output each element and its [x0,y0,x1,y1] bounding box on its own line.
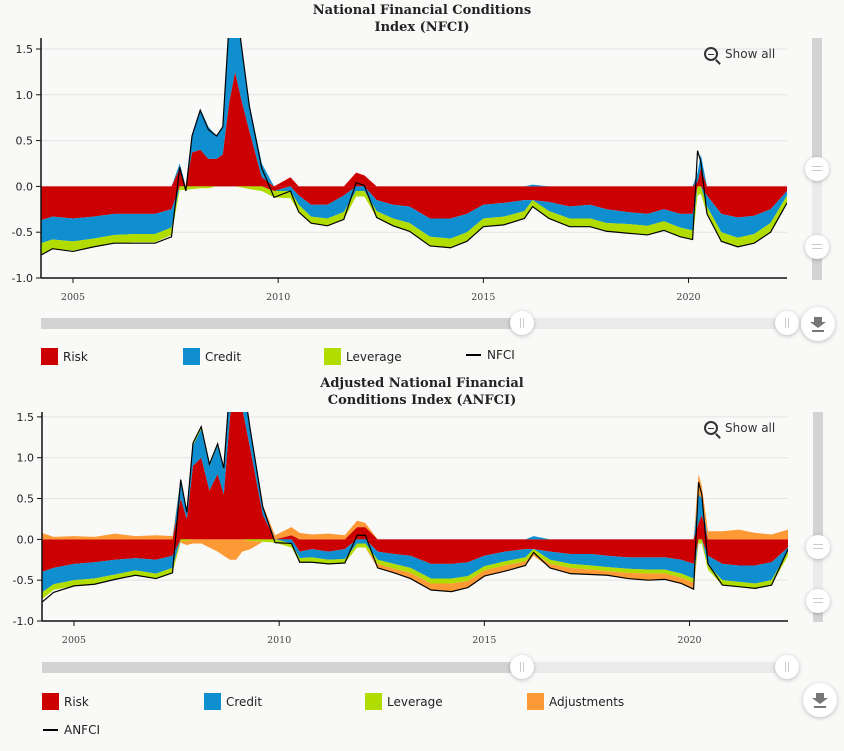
adjustments-swatch [527,693,544,710]
nfci-legend-index[interactable]: NFCI [465,348,515,362]
nfci-title: National Financial Conditions Index (NFC… [0,2,844,36]
nfci-y-scrollbar[interactable] [805,38,829,280]
zoom-out-icon [704,47,718,61]
nfci-download-button[interactable] [801,307,835,341]
areas [41,38,787,256]
nfci-y-scroll-handle-top[interactable] [805,157,829,181]
anfci-legend-leverage[interactable]: Leverage [365,693,443,710]
area-leverage-pos [41,38,787,187]
x-tick-label: 2015 [471,292,495,303]
y-tick-label: -0.5 [13,574,34,587]
index-line-nfci [41,38,787,256]
y-tick-label: 1.5 [17,411,35,424]
y-tick-label: 0.0 [17,533,35,546]
leverage-swatch [324,348,341,365]
area-credit-neg [42,539,788,593]
anfci-navigator-handle-left[interactable] [510,655,534,679]
anfci-title: Adjusted National Financial Conditions I… [0,375,844,409]
nfci-navigator-handle-left[interactable] [510,311,534,335]
legend-label: Adjustments [549,694,625,709]
x-tick-label: 2020 [677,635,701,646]
risk-swatch [42,693,59,710]
area-adjustments-neg [42,539,788,599]
area-risk-neg [41,186,787,221]
areas [42,412,788,603]
index-line-swatch [466,354,481,356]
legend-label: Leverage [346,349,402,364]
y-tick-label: 0.5 [16,135,34,148]
credit-swatch [204,693,221,710]
risk-swatch [41,348,58,365]
show-all-label: Show all [725,421,776,435]
legend-label: ANFCI [64,723,101,737]
legend-label: Risk [63,349,88,364]
area-credit-neg [41,186,787,244]
x-tick-label: 2020 [676,292,700,303]
nfci-legend-leverage[interactable]: Leverage [324,348,402,365]
anfci-legend-adjustments[interactable]: Adjustments [527,693,624,710]
nfci-navigator-handle-right[interactable] [775,311,799,335]
x-tick-label: 2010 [266,292,290,303]
legend-label: Risk [64,694,89,709]
anfci-show-all-button[interactable]: Show all [704,421,775,435]
anfci-title-line1: Adjusted National Financial [320,376,524,391]
y-tick-label: 1.0 [16,89,34,102]
index-line-swatch [43,729,58,731]
legend-label: Credit [205,349,242,364]
y-tick-label: 0.5 [17,493,35,506]
anfci-plot[interactable]: -1.0 -0.5 0.0 0.5 1.0 1.5 2005 2010 2015 2020 [0,375,844,675]
x-tick-label: 2005 [62,635,86,646]
anfci-y-scroll-handle-top[interactable] [806,535,830,559]
legend-label: Credit [226,694,263,709]
y-tick-label: -0.5 [12,226,33,239]
legend-label: NFCI [487,348,515,362]
x-tick-label: 2010 [267,635,291,646]
area-credit-pos [41,38,787,187]
zoom-out-icon [704,421,718,435]
area-risk-pos [41,71,787,187]
nfci-navigator[interactable] [41,311,799,335]
anfci-y-scroll-handle-bottom[interactable] [806,589,830,613]
anfci-legend-credit[interactable]: Credit [204,693,262,710]
area-credit-pos [42,412,788,540]
y-tick-label: -1.0 [13,615,34,628]
anfci-y-scrollbar[interactable] [806,412,830,622]
nfci-panel: National Financial Conditions Index (NFC… [0,0,844,375]
nfci-plot[interactable]: -1.0 -0.5 0.0 0.5 1.0 1.5 2005 2010 2015 2020 [0,0,844,310]
nfci-title-line1: National Financial Conditions [312,3,532,18]
anfci-legend-risk[interactable]: Risk [42,693,89,710]
area-risk-neg [42,539,788,573]
download-icon [810,317,826,328]
nfci-y-scroll-handle-bottom[interactable] [805,235,829,259]
area-risk-pos [42,412,788,540]
y-tick-label: -1.0 [12,272,33,285]
anfci-panel: Adjusted National Financial Conditions I… [0,375,844,751]
nfci-title-line2: Index (NFCI) [374,20,470,35]
nfci-legend-credit[interactable]: Credit [183,348,241,365]
credit-swatch [183,348,200,365]
legend-label: Leverage [387,694,443,709]
nfci-legend-risk[interactable]: Risk [41,348,88,365]
y-tick-label: 1.5 [16,43,34,56]
anfci-download-button[interactable] [803,683,837,717]
show-all-label: Show all [725,47,776,61]
anfci-navigator[interactable] [42,655,799,679]
y-tick-label: 0.0 [16,180,34,193]
y-tick-label: 1.0 [17,452,35,465]
anfci-legend-index[interactable]: ANFCI [42,723,100,737]
download-icon [812,693,828,704]
x-tick-label: 2005 [61,292,85,303]
anfci-navigator-handle-right[interactable] [775,655,799,679]
index-line-anfci [42,412,788,603]
anfci-title-line2: Conditions Index (ANFCI) [327,393,517,408]
nfci-show-all-button[interactable]: Show all [704,47,775,61]
leverage-swatch [365,693,382,710]
x-tick-label: 2015 [472,635,496,646]
